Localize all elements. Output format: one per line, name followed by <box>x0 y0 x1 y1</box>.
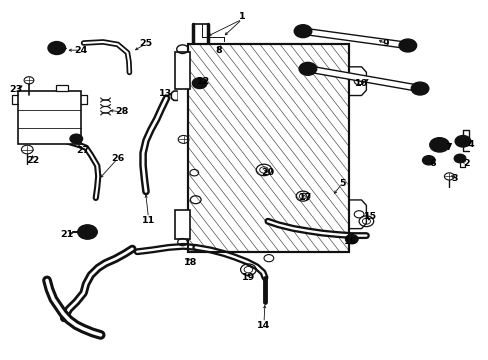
Text: 15: 15 <box>363 212 376 221</box>
Text: 4: 4 <box>467 140 473 149</box>
Text: 5: 5 <box>338 179 345 188</box>
Circle shape <box>294 25 311 38</box>
Bar <box>174 52 190 90</box>
Text: 28: 28 <box>115 107 128 116</box>
Text: 19: 19 <box>241 273 255 282</box>
Text: 27: 27 <box>76 146 89 155</box>
Text: 22: 22 <box>26 156 39 165</box>
Circle shape <box>453 154 465 163</box>
Bar <box>174 210 190 239</box>
Text: 25: 25 <box>139 39 152 48</box>
Text: 21: 21 <box>60 230 73 239</box>
Text: 3: 3 <box>450 174 456 183</box>
Text: 17: 17 <box>298 193 311 202</box>
Text: 7: 7 <box>444 143 451 152</box>
Circle shape <box>78 225 97 239</box>
Text: 16: 16 <box>344 237 357 246</box>
Text: 6: 6 <box>428 159 435 168</box>
Text: 2: 2 <box>462 159 468 168</box>
Text: 12: 12 <box>196 77 209 86</box>
Circle shape <box>398 39 416 52</box>
Text: 14: 14 <box>257 321 270 330</box>
Text: 23: 23 <box>10 85 23 94</box>
Circle shape <box>429 138 448 152</box>
Circle shape <box>454 135 470 147</box>
Bar <box>188 44 348 252</box>
Text: 9: 9 <box>382 39 388 48</box>
Circle shape <box>70 134 82 143</box>
Text: 24: 24 <box>74 46 87 55</box>
Text: 20: 20 <box>261 168 274 177</box>
Circle shape <box>422 156 434 165</box>
Circle shape <box>345 234 357 244</box>
Text: 1: 1 <box>238 12 245 21</box>
Circle shape <box>299 62 316 75</box>
Circle shape <box>410 82 428 95</box>
Bar <box>56 85 68 91</box>
Text: 8: 8 <box>215 46 222 55</box>
Text: 10: 10 <box>354 79 367 88</box>
Bar <box>18 91 81 144</box>
Circle shape <box>192 78 206 89</box>
Text: 26: 26 <box>111 154 124 163</box>
Bar <box>188 44 348 252</box>
Text: 11: 11 <box>142 216 155 225</box>
Text: 13: 13 <box>159 89 172 98</box>
Circle shape <box>48 41 65 54</box>
Text: 18: 18 <box>184 258 197 267</box>
